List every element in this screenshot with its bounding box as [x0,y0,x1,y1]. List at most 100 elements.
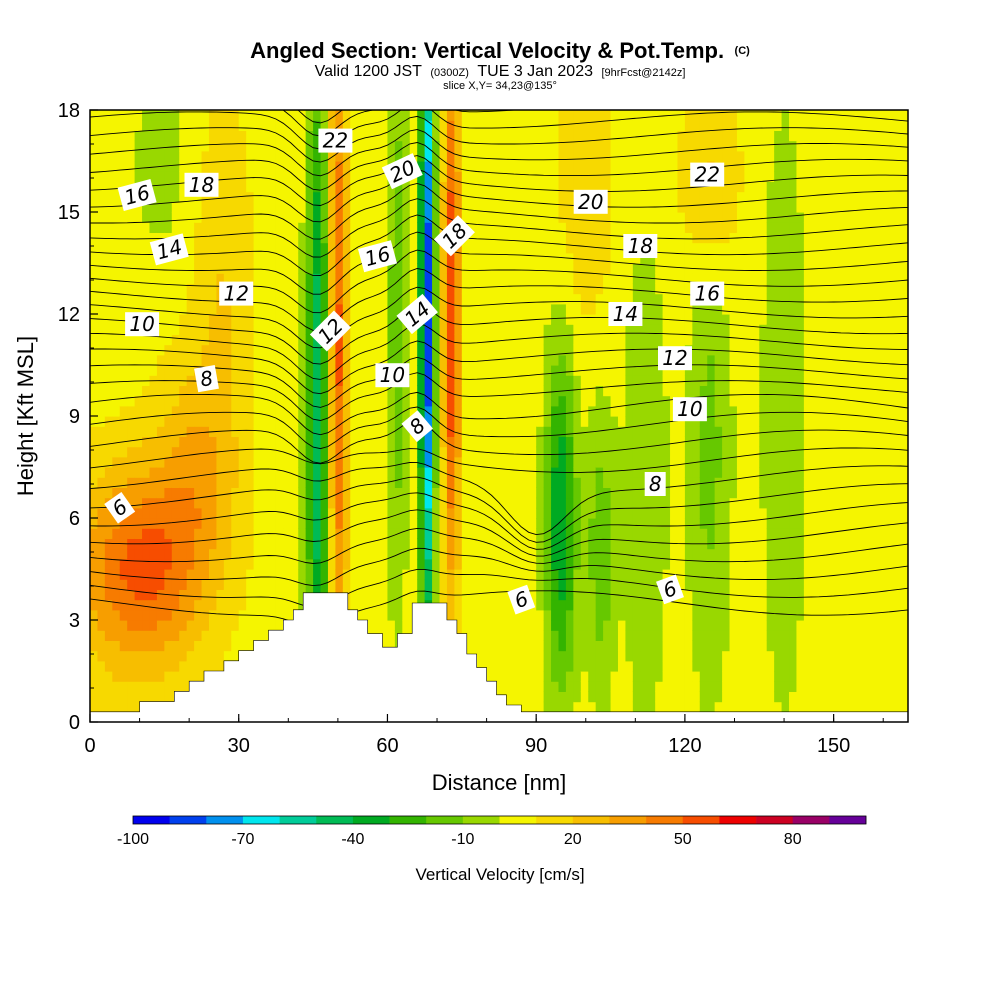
velocity-cell [142,222,151,233]
velocity-cell [372,528,381,539]
velocity-cell [216,467,225,478]
velocity-cell [261,569,270,580]
velocity-cell [380,201,389,213]
velocity-cell [580,130,589,142]
velocity-cell [558,609,567,621]
velocity-cell [521,314,530,325]
velocity-cell [647,446,656,458]
velocity-cell [513,293,522,305]
velocity-cell [588,344,597,356]
velocity-cell [275,497,284,509]
velocity-cell [632,120,641,131]
velocity-cell [357,456,366,468]
velocity-cell [268,507,277,519]
velocity-cell [610,630,619,641]
velocity-cell [112,660,121,672]
velocity-cell [275,150,284,162]
velocity-cell [558,130,567,142]
velocity-cell [536,181,545,193]
velocity-cell [305,293,314,305]
velocity-cell [313,201,322,213]
velocity-cell [365,436,374,448]
velocity-cell [513,324,522,335]
velocity-cell [699,150,708,162]
velocity-cell [97,589,106,601]
velocity-cell [231,558,240,570]
velocity-cell [491,130,500,142]
velocity-cell [208,242,218,254]
velocity-cell [290,110,299,121]
velocity-cell [521,416,530,427]
velocity-cell [350,477,359,488]
velocity-cell [409,497,418,509]
velocity-cell [432,487,441,499]
velocity-cell [655,701,664,713]
velocity-cell [342,579,351,590]
velocity-cell [476,538,485,550]
velocity-cell [595,303,604,315]
velocity-cell [521,293,530,305]
velocity-cell [231,181,240,193]
velocity-cell [521,548,530,560]
velocity-cell [112,477,121,488]
title-mark: (C) [735,45,751,57]
velocity-cell [335,579,344,590]
velocity-cell [104,130,113,142]
velocity-cell [610,365,619,376]
velocity-cell [342,303,351,315]
velocity-cell [231,212,240,223]
velocity-cell [313,507,322,519]
velocity-cell [90,161,99,172]
velocity-cell [521,630,530,641]
velocity-cell [208,589,218,601]
velocity-cell [506,395,515,407]
velocity-cell [402,620,411,631]
velocity-cell [127,518,136,529]
velocity-cell [662,691,671,703]
velocity-cell [402,242,411,254]
velocity-cell [595,630,604,641]
velocity-cell [677,446,686,458]
velocity-cell [97,436,106,448]
velocity-cell [290,130,299,142]
velocity-cell [432,558,441,570]
velocity-cell [588,650,597,662]
velocity-cell [305,487,314,499]
velocity-cell [424,507,433,519]
velocity-cell [513,120,522,131]
velocity-cell [127,334,136,346]
velocity-cell [670,150,679,162]
velocity-cell [632,436,641,448]
velocity-cell [90,120,99,131]
velocity-cell [342,518,351,529]
velocity-cell [223,446,232,458]
velocity-cell [365,181,374,193]
velocity-cell [134,334,143,346]
velocity-cell [119,579,128,590]
velocity-cell [253,354,262,366]
velocity-cell [112,120,121,131]
velocity-cell [409,140,418,152]
velocity-cell [335,110,344,121]
velocity-cell [662,558,671,570]
velocity-cell [320,314,329,325]
velocity-cell [387,497,396,509]
velocity-cell [603,181,612,193]
velocity-cell [692,385,701,397]
velocity-cell [513,263,522,274]
velocity-cell [186,293,195,305]
velocity-cell [617,579,627,590]
velocity-cell [454,365,463,376]
velocity-cell [238,324,247,335]
velocity-cell [119,344,128,356]
velocity-cell [499,507,508,519]
velocity-cell [484,405,493,417]
velocity-cell [610,273,619,284]
velocity-cell [342,334,351,346]
velocity-cell [223,426,232,437]
velocity-cell [580,701,589,713]
velocity-cell [647,375,656,386]
velocity-cell [246,426,255,437]
velocity-cell [632,426,641,437]
velocity-cell [513,273,522,284]
